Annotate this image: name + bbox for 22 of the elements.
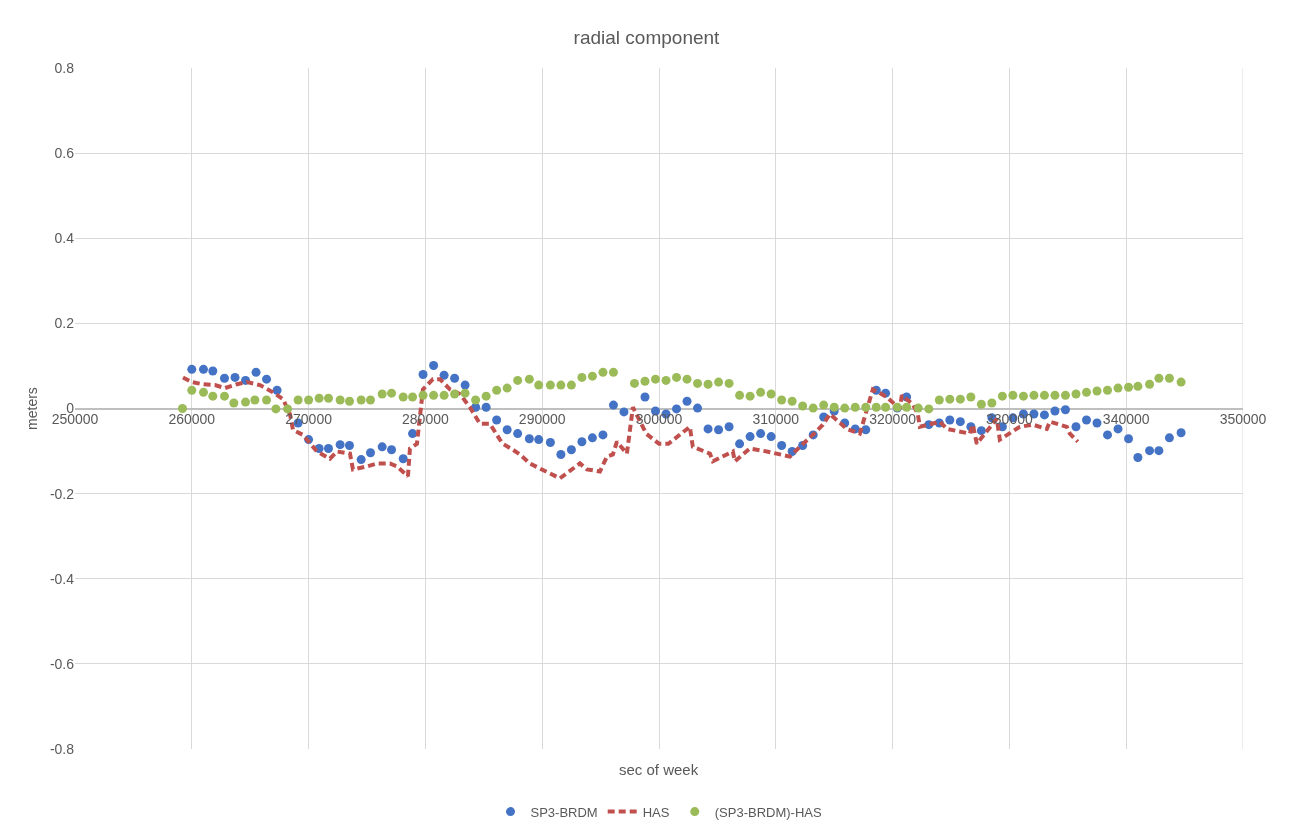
x-tick-label: 350000 — [1219, 410, 1267, 427]
y-tick-label: 0.8 — [54, 59, 75, 76]
x-tick-label: 320000 — [869, 410, 917, 427]
x-tick-label: 300000 — [635, 410, 683, 427]
y-tick-label: 0.4 — [54, 230, 75, 247]
x-tick-label: 260000 — [168, 410, 216, 427]
x-tick-label: 290000 — [518, 410, 566, 427]
x-tick-label: 310000 — [752, 410, 800, 427]
x-tick-label: 280000 — [402, 410, 449, 427]
x-axis-title: sec of week — [619, 761, 699, 778]
y-axis-title: meters — [24, 387, 41, 430]
y-tick-label: 0.2 — [54, 315, 75, 332]
legend-label: (SP3-BRDM)-HAS — [714, 804, 822, 820]
y-tick-label: -0.4 — [49, 570, 75, 587]
y-tick-label: -0.2 — [49, 485, 75, 502]
legend-label: HAS — [642, 804, 670, 820]
x-tick-label: 340000 — [1102, 410, 1150, 427]
y-tick-label: -0.8 — [49, 740, 75, 757]
chart-title: radial component — [573, 27, 721, 49]
y-tick-label: -0.6 — [49, 655, 75, 672]
y-tick-label: 0.6 — [54, 145, 75, 162]
legend-label: SP3-BRDM — [530, 804, 598, 820]
